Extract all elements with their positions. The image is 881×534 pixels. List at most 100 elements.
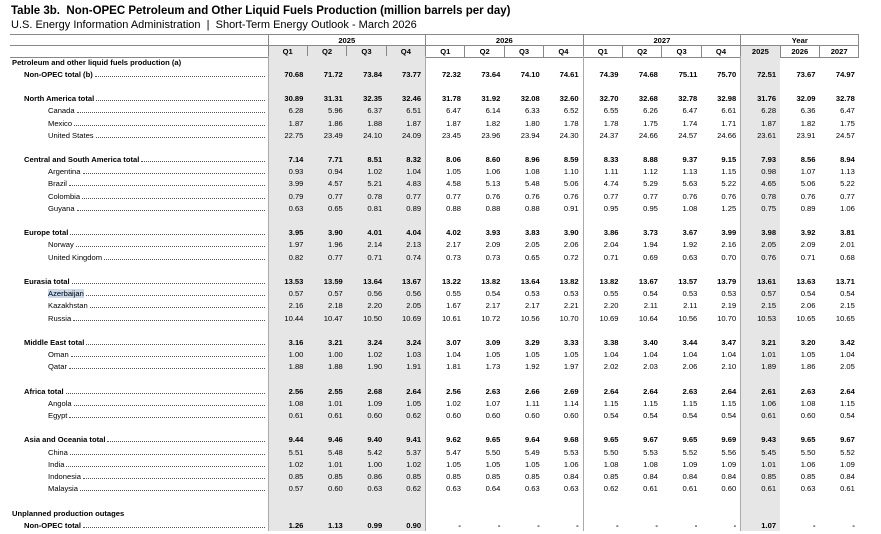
value-cell: 2.63 — [485, 386, 501, 396]
column-header: Q1 — [267, 45, 308, 58]
value-cell: 1.97 — [267, 238, 308, 251]
value-cell: 10.61 — [425, 311, 465, 325]
leader-dots — [76, 209, 265, 211]
row-label-cell: Eurasia total — [10, 275, 268, 287]
value-cell: 10.70 — [717, 313, 737, 323]
empty-cell — [623, 507, 662, 519]
value-cell: 1.81 — [425, 360, 465, 373]
value-cell: 0.77 — [643, 191, 658, 201]
row-label-cell: Non-OPEC total (b) — [10, 68, 268, 80]
spacer — [662, 80, 701, 92]
spacer — [346, 141, 387, 154]
value-cell: 5.56 — [721, 447, 737, 457]
value-cell: - — [425, 519, 465, 532]
label-text: Argentina — [48, 167, 81, 177]
value-cell: 74.61 — [559, 69, 579, 79]
value-cell: 1.15 — [721, 167, 737, 177]
label-text: Guyana — [48, 203, 75, 213]
value-cell: 1.04 — [582, 348, 623, 361]
spacer — [582, 141, 623, 154]
leader-dots — [69, 453, 265, 455]
value-cell: 0.71 — [582, 251, 623, 264]
value-cell: 2.16 — [267, 299, 308, 312]
value-cell: 13.61 — [740, 275, 781, 288]
spacer — [819, 422, 858, 434]
value-cell: 0.70 — [721, 252, 737, 262]
value-cell: 1.07 — [740, 519, 781, 532]
value-cell: 1.94 — [643, 240, 658, 250]
empty-cell — [740, 506, 781, 520]
spacer — [425, 263, 465, 276]
leader-dots — [71, 282, 265, 284]
value-cell: 1.15 — [582, 397, 623, 410]
value-cell: 3.93 — [485, 228, 501, 238]
label-text: Norway — [48, 240, 74, 250]
spacer — [267, 80, 308, 93]
empty-cell — [623, 56, 662, 68]
spacer-row — [10, 494, 859, 507]
value-cell: 0.76 — [682, 191, 698, 201]
value-cell: 9.69 — [721, 435, 737, 445]
leader-dots — [75, 246, 265, 248]
value-cell: 0.60 — [346, 409, 387, 422]
value-cell: 0.81 — [346, 202, 387, 215]
label-text: Russia — [48, 313, 72, 323]
spacer — [267, 214, 308, 227]
value-cell: 2.21 — [563, 301, 579, 311]
row-label: Petroleum and other liquid fuels product… — [12, 58, 268, 67]
spacer — [740, 494, 781, 507]
value-cell: 71.72 — [307, 68, 347, 81]
value-cell: 0.85 — [800, 471, 816, 481]
year-header: 2027 — [582, 34, 742, 46]
empty-cell — [386, 56, 426, 69]
value-cell: 1.87 — [267, 116, 308, 130]
value-cell: 1.03 — [386, 348, 426, 361]
empty-cell — [701, 507, 740, 519]
value-cell: 1.12 — [643, 167, 658, 177]
value-cell: 0.53 — [524, 289, 540, 299]
value-cell: 0.62 — [582, 482, 623, 495]
value-cell: 1.05 — [524, 459, 540, 469]
column-header: Q4 — [385, 45, 427, 58]
label-text: Azerbaijan — [48, 289, 84, 299]
table-row: Kazakhstan 2.16 2.18 2.20 2.05 1.67 2.17 2.17 2.… — [10, 299, 859, 312]
value-cell: 2.17 — [524, 301, 540, 311]
year-header: 2025 — [267, 34, 427, 46]
value-cell: 0.71 — [346, 251, 387, 264]
value-cell: 8.56 — [800, 155, 816, 165]
value-cell: 23.45 — [425, 129, 465, 142]
value-cell: 0.54 — [582, 409, 623, 422]
spacer — [740, 372, 781, 386]
value-cell: - — [655, 520, 658, 530]
value-cell: 3.21 — [740, 336, 781, 349]
value-cell: 5.53 — [563, 447, 579, 457]
value-cell: 0.63 — [425, 482, 465, 495]
leader-dots — [69, 417, 265, 419]
spacer — [819, 80, 858, 92]
value-cell: 3.81 — [840, 228, 855, 238]
row-label-cell: Petroleum and other liquid fuels product… — [10, 56, 268, 68]
leader-dots — [74, 124, 265, 126]
value-cell: 1.71 — [721, 118, 737, 128]
value-cell: 2.14 — [346, 238, 387, 251]
spacer — [544, 80, 583, 92]
leader-dots — [69, 368, 265, 370]
spacer — [267, 421, 308, 434]
value-cell: - — [812, 520, 816, 530]
spacer — [465, 141, 504, 153]
spacer — [582, 372, 623, 386]
spacer — [267, 372, 308, 386]
label-text: Non-OPEC total — [24, 520, 81, 530]
value-cell: 0.63 — [682, 252, 698, 262]
value-cell: 75.11 — [678, 69, 698, 79]
table-row: Brazil 3.99 4.57 5.21 4.83 4.58 5.13 5.48 5.06 4.… — [10, 177, 859, 191]
empty-cell — [582, 506, 623, 520]
value-cell: 8.59 — [563, 155, 579, 165]
value-cell: 0.54 — [721, 411, 737, 421]
value-cell: 1.14 — [563, 398, 579, 408]
value-cell: 73.77 — [386, 68, 426, 81]
table-row: United Kingdom 0.82 0.77 0.71 0.74 0.73 0.73 0.… — [10, 251, 859, 264]
spacer — [662, 214, 701, 226]
leader-dots — [82, 197, 265, 199]
value-cell: 0.61 — [682, 484, 698, 494]
